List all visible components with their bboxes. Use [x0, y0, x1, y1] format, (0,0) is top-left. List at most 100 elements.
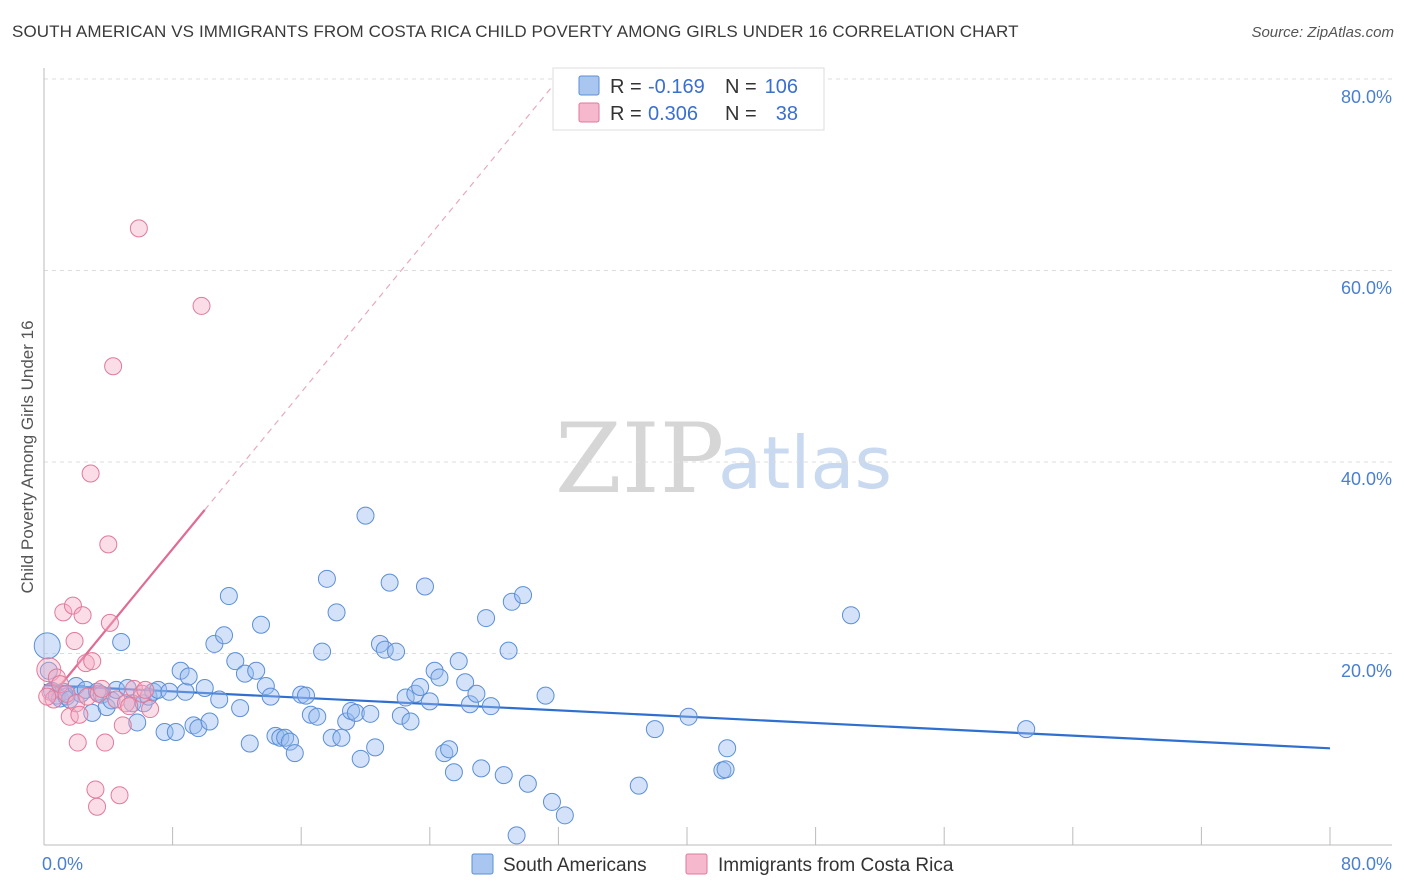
point-south-americans	[514, 586, 533, 605]
point-south-americans	[536, 686, 555, 705]
point-south-americans	[166, 723, 185, 742]
watermark-atlas: atlas	[718, 421, 892, 505]
point-costa-rica	[113, 716, 132, 735]
point-south-americans	[301, 705, 320, 724]
point-south-americans	[456, 673, 475, 692]
point-south-americans	[361, 704, 380, 723]
legend-n-label-2: N =	[725, 103, 757, 125]
point-south-americans	[555, 806, 574, 825]
trend-costa-rica-extension	[204, 78, 559, 511]
point-costa-rica	[129, 219, 148, 238]
legend-r-value-2: 0.306	[648, 103, 698, 125]
point-south-americans	[280, 732, 299, 751]
point-south-americans	[718, 739, 737, 758]
point-south-americans	[499, 641, 518, 660]
legend-swatch-south-americans	[578, 75, 600, 96]
point-costa-rica	[67, 694, 86, 713]
point-south-americans	[629, 776, 648, 795]
point-south-americans	[467, 684, 486, 703]
point-south-americans	[502, 592, 521, 611]
point-south-americans	[420, 692, 439, 711]
y-tick-label-80: 80.0%	[1341, 87, 1392, 107]
y-axis-label: Child Poverty Among Girls Under 16	[18, 320, 37, 593]
point-south-americans	[430, 668, 449, 687]
point-south-americans	[327, 603, 346, 622]
point-costa-rica	[68, 733, 87, 752]
point-south-americans	[240, 734, 259, 753]
source-credit: Source: ZipAtlas.com	[1251, 24, 1394, 41]
point-costa-rica	[54, 603, 73, 622]
point-south-americans	[841, 606, 860, 625]
point-south-americans	[401, 712, 420, 731]
point-south-americans	[494, 766, 513, 785]
point-south-americans	[235, 664, 254, 683]
point-south-americans	[317, 569, 336, 588]
point-costa-rica	[99, 535, 118, 554]
point-south-americans	[481, 697, 500, 716]
legend-r-value-1: -0.169	[648, 76, 705, 98]
point-south-americans	[1017, 720, 1036, 739]
point-south-americans	[219, 587, 238, 606]
point-south-americans	[716, 760, 735, 779]
point-south-americans	[200, 712, 219, 731]
point-south-americans	[215, 626, 234, 645]
legend-swatch-costa-rica	[578, 102, 600, 123]
point-south-americans	[112, 633, 131, 652]
point-costa-rica	[88, 797, 107, 816]
point-south-americans	[128, 713, 147, 732]
point-south-americans	[252, 615, 271, 634]
point-south-americans	[375, 640, 394, 659]
point-costa-rica	[81, 464, 100, 483]
chart-title: SOUTH AMERICAN VS IMMIGRANTS FROM COSTA …	[12, 22, 1019, 41]
point-south-americans	[179, 667, 198, 686]
legend-r-label-1: R =	[610, 76, 642, 98]
legend-r-label-2: R =	[610, 103, 642, 125]
point-south-americans	[411, 678, 430, 697]
point-costa-rica	[120, 697, 139, 716]
grid-lines	[44, 78, 1392, 654]
x-tick-label-80: 80.0%	[1341, 854, 1392, 874]
point-costa-rica	[63, 596, 82, 615]
point-south-americans	[33, 632, 61, 660]
point-south-americans	[332, 728, 351, 747]
point-south-americans	[440, 740, 459, 759]
point-south-americans	[176, 682, 195, 701]
bottom-legend-south-americans: South Americans	[503, 855, 647, 876]
point-south-americans	[231, 699, 250, 718]
point-south-americans	[387, 642, 406, 661]
point-south-americans	[195, 678, 214, 697]
point-costa-rica	[83, 652, 102, 671]
tick-labels: 0.0% 80.0% 20.0% 40.0% 60.0% 80.0%	[42, 87, 1392, 874]
y-tick-label-20: 20.0%	[1341, 661, 1392, 681]
point-south-americans	[346, 703, 365, 722]
point-costa-rica	[65, 632, 84, 651]
point-south-americans	[160, 682, 179, 701]
point-costa-rica	[70, 705, 89, 724]
point-costa-rica	[92, 679, 111, 698]
point-south-americans	[472, 759, 491, 778]
point-south-americans	[210, 690, 229, 709]
point-south-americans	[285, 744, 304, 763]
point-south-americans	[107, 680, 126, 699]
trend-south-americans	[43, 683, 1331, 750]
point-south-americans	[256, 677, 275, 696]
point-south-americans	[542, 792, 561, 811]
point-south-americans	[391, 706, 410, 725]
point-costa-rica	[192, 296, 211, 315]
point-south-americans	[507, 826, 526, 845]
point-costa-rica	[110, 786, 129, 805]
point-south-americans	[366, 738, 385, 757]
bottom-legend-swatch-costa-rica	[685, 853, 708, 875]
point-costa-rica	[141, 700, 160, 719]
point-south-americans	[370, 634, 389, 653]
point-costa-rica	[89, 684, 108, 703]
point-south-americans	[396, 688, 415, 707]
point-costa-rica	[51, 675, 70, 694]
bottom-legend-swatch-south-americans	[471, 853, 494, 875]
point-south-americans	[679, 707, 698, 726]
point-south-americans	[308, 707, 327, 726]
point-costa-rica	[78, 687, 97, 706]
costa-rica-points	[36, 219, 211, 816]
point-costa-rica	[86, 780, 105, 799]
